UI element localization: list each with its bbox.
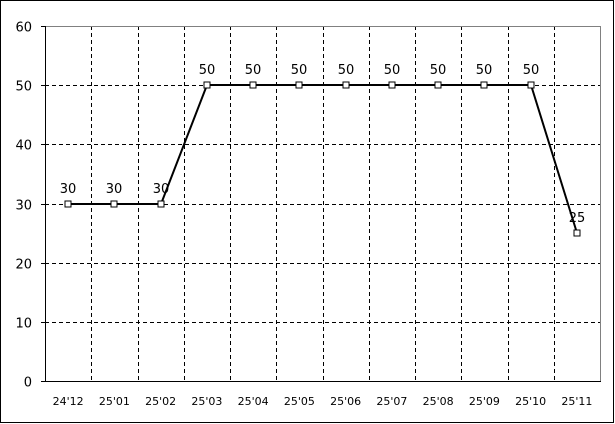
- data-point-marker: [110, 200, 118, 208]
- data-label: 25: [569, 211, 586, 226]
- data-point-marker: [295, 81, 303, 89]
- x-tick-label: 25'06: [330, 395, 361, 408]
- series-line: [68, 84, 578, 234]
- data-label: 50: [430, 63, 447, 78]
- data-label: 50: [338, 63, 355, 78]
- data-label: 30: [106, 182, 123, 197]
- y-tick-label: 30: [15, 199, 32, 214]
- y-tick-label: 20: [15, 258, 32, 273]
- data-point-marker: [434, 81, 442, 89]
- data-label: 30: [60, 182, 77, 197]
- data-point-marker: [388, 81, 396, 89]
- y-tick-label: 0: [24, 376, 32, 391]
- data-point-marker: [342, 81, 350, 89]
- x-tick-label: 25'09: [469, 395, 500, 408]
- data-label: 30: [153, 182, 170, 197]
- x-tick-label: 25'08: [423, 395, 454, 408]
- x-tick-label: 25'11: [561, 395, 592, 408]
- data-label: 50: [384, 63, 401, 78]
- x-tick-label: 25'07: [376, 395, 407, 408]
- data-label: 50: [199, 63, 216, 78]
- data-label: 50: [291, 63, 308, 78]
- data-point-marker: [573, 229, 581, 237]
- x-tick-label: 25'01: [99, 395, 130, 408]
- y-tick-label: 60: [15, 21, 32, 36]
- data-point-marker: [527, 81, 535, 89]
- data-point-marker: [480, 81, 488, 89]
- data-point-marker: [249, 81, 257, 89]
- x-tick-label: 25'02: [145, 395, 176, 408]
- data-point-marker: [64, 200, 72, 208]
- data-point-marker: [157, 200, 165, 208]
- x-tick-label: 25'05: [284, 395, 315, 408]
- x-tick-label: 24'12: [53, 395, 84, 408]
- data-label: 50: [245, 63, 262, 78]
- x-tick-label: 25'10: [515, 395, 546, 408]
- x-tick-label: 25'04: [238, 395, 269, 408]
- data-label: 50: [523, 63, 540, 78]
- data-point-marker: [203, 81, 211, 89]
- data-label: 50: [476, 63, 493, 78]
- y-tick-label: 40: [15, 139, 32, 154]
- y-tick-label: 10: [15, 317, 32, 332]
- x-tick-label: 25'03: [191, 395, 222, 408]
- y-tick-label: 50: [15, 80, 32, 95]
